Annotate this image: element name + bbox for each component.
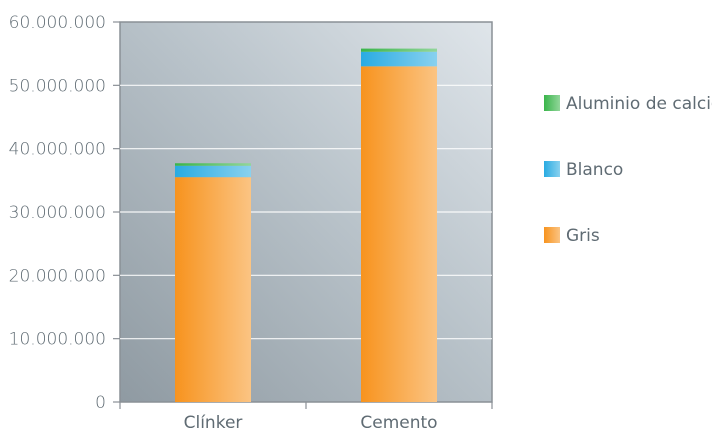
x-category-label: Cemento	[360, 413, 437, 431]
y-tick-label: 10.000.000	[9, 330, 106, 350]
y-tick-label: 30.000.000	[9, 203, 106, 223]
legend-swatch	[544, 227, 560, 243]
legend-label: Aluminio de calcio	[566, 94, 712, 114]
y-tick-label: 40.000.000	[9, 140, 106, 160]
legend-label: Gris	[566, 226, 600, 246]
y-tick-label: 60.000.000	[9, 13, 106, 33]
y-tick-label: 50.000.000	[9, 76, 106, 96]
y-tick-label: 20.000.000	[9, 266, 106, 286]
bar-aluminio-de-calcio-0	[175, 163, 251, 166]
bar-gris-0	[175, 177, 251, 402]
x-category-label: Clínker	[184, 413, 243, 431]
bar-blanco-1	[361, 51, 437, 67]
legend-swatch	[544, 95, 560, 111]
legend-swatch	[544, 161, 560, 177]
y-tick-label: 0	[95, 393, 106, 413]
legend-label: Blanco	[566, 160, 623, 180]
bar-aluminio-de-calcio-1	[361, 48, 437, 52]
bar-blanco-0	[175, 165, 251, 178]
bar-gris-1	[361, 66, 437, 402]
